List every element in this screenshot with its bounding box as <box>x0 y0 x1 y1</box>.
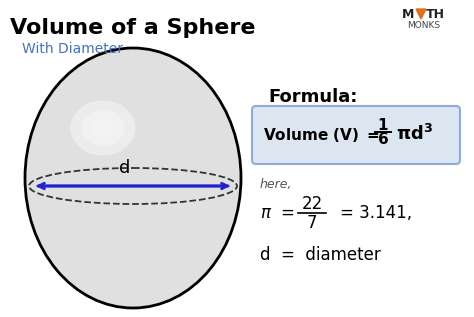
FancyBboxPatch shape <box>252 106 460 164</box>
Text: Volume of a Sphere: Volume of a Sphere <box>10 18 255 38</box>
Ellipse shape <box>91 118 114 138</box>
Text: 1: 1 <box>378 119 388 133</box>
Text: TH: TH <box>426 8 445 21</box>
Text: $\pi$  =: $\pi$ = <box>260 204 295 222</box>
Text: d: d <box>119 159 130 177</box>
Ellipse shape <box>82 110 124 146</box>
Text: here,: here, <box>260 178 292 191</box>
Text: Formula:: Formula: <box>268 88 357 106</box>
Text: MONKS: MONKS <box>407 21 440 30</box>
Text: 22: 22 <box>301 195 323 213</box>
Polygon shape <box>416 9 426 19</box>
Text: d  =  diameter: d = diameter <box>260 246 381 264</box>
Ellipse shape <box>25 48 241 308</box>
Text: $\mathbf{\pi d^3}$: $\mathbf{\pi d^3}$ <box>396 124 433 144</box>
Text: M: M <box>402 8 414 21</box>
Text: With Diameter: With Diameter <box>22 42 123 56</box>
Text: = 3.141,: = 3.141, <box>340 204 412 222</box>
Ellipse shape <box>71 100 136 156</box>
Text: 6: 6 <box>378 133 388 147</box>
Text: $\mathbf{Volume\ (V)\ =}$: $\mathbf{Volume\ (V)\ =}$ <box>263 126 379 144</box>
Text: 7: 7 <box>307 214 317 232</box>
